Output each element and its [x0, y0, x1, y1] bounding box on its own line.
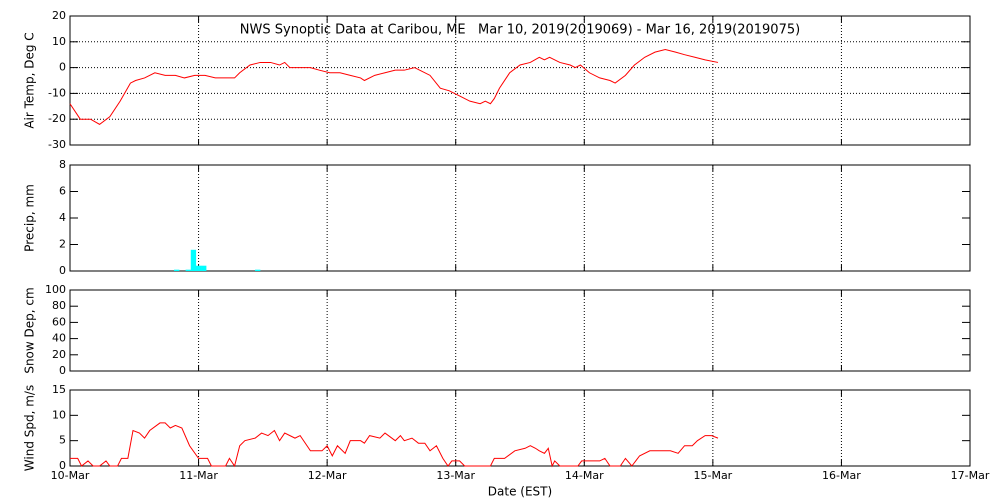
y-tick-label: 8: [59, 158, 66, 171]
y-tick-label: 20: [52, 9, 66, 22]
y-tick-label: 60: [52, 315, 66, 328]
x-tick-label: 17-Mar: [951, 469, 990, 482]
y-tick-label: 80: [52, 299, 66, 312]
y-tick-label: 6: [59, 185, 66, 198]
x-tick-label: 14-Mar: [565, 469, 604, 482]
y-tick-label: 4: [59, 211, 66, 224]
data-line: [70, 422, 719, 468]
y-tick-label: 10: [52, 408, 66, 421]
y-tick-label: 0: [59, 264, 66, 277]
x-tick-label: 15-Mar: [693, 469, 732, 482]
y-tick-label: 100: [45, 283, 66, 296]
y-tick-label: 2: [59, 238, 66, 251]
x-tick-label: 13-Mar: [436, 469, 475, 482]
plot-frame: [69, 289, 971, 372]
y-tick-label: 0: [59, 459, 66, 472]
plot-frame: [69, 389, 971, 467]
x-axis-label: Date (EST): [488, 485, 552, 499]
y-tick-label: 15: [52, 383, 66, 396]
y-tick-label: 0: [59, 364, 66, 377]
y-axis-label: Wind Spd, m/s: [23, 385, 37, 471]
bar: [185, 269, 191, 271]
y-axis-label: Snow Dep, cm: [23, 287, 37, 373]
x-tick-label: 11-Mar: [179, 469, 218, 482]
x-tick-label: 16-Mar: [822, 469, 861, 482]
bar: [174, 269, 180, 271]
x-tick-label: 10-Mar: [51, 469, 90, 482]
chart-title: NWS Synoptic Data at Caribou, ME Mar 10,…: [240, 23, 800, 38]
y-tick-label: -30: [48, 138, 66, 151]
bar: [190, 249, 197, 271]
y-tick-label: 40: [52, 332, 66, 345]
bar: [255, 269, 261, 271]
x-tick-label: 12-Mar: [308, 469, 347, 482]
plot-frame: [69, 164, 971, 272]
y-axis-label: Air Temp, Deg C: [23, 32, 37, 128]
y-tick-label: 10: [52, 35, 66, 48]
plot-frame: [69, 15, 971, 146]
data-line: [69, 49, 719, 125]
y-tick-label: 5: [59, 434, 66, 447]
y-tick-label: 0: [59, 61, 66, 74]
y-tick-label: 20: [52, 348, 66, 361]
y-axis-label: Precip, mm: [23, 184, 37, 252]
bar: [201, 265, 207, 271]
bar: [195, 265, 202, 271]
y-tick-label: -10: [48, 86, 66, 99]
y-tick-label: -20: [48, 112, 66, 125]
